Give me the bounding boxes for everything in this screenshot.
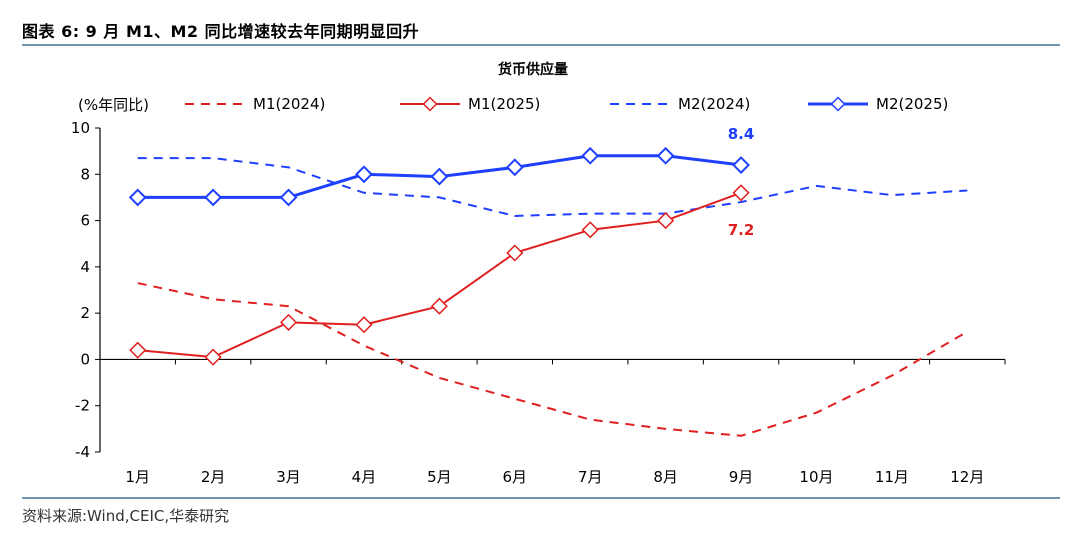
x-tick-label: 5月 bbox=[427, 468, 452, 486]
data-point bbox=[355, 165, 373, 184]
data-point bbox=[506, 244, 524, 262]
y-tick-label: 8 bbox=[80, 165, 90, 183]
data-point bbox=[204, 188, 223, 207]
legend-item: M1(2024) bbox=[185, 95, 325, 113]
data-point bbox=[430, 167, 449, 186]
data-point bbox=[732, 156, 750, 174]
annotation-layer: 8.4 7.2 bbox=[728, 125, 755, 239]
legend-marker bbox=[830, 96, 846, 112]
x-tick-label: 7月 bbox=[578, 468, 603, 486]
x-tick-label: 2月 bbox=[201, 468, 226, 486]
legend-item: M2(2024) bbox=[610, 95, 750, 113]
x-tick-label: 10月 bbox=[799, 468, 833, 486]
data-point bbox=[581, 146, 600, 165]
source-rule bbox=[22, 497, 1060, 499]
axes: -4 -2 0 2 4 6 8 10 1月 2月 3月 4月 5月 6月 7月 8月 9月 10月 11月 12月 bbox=[71, 119, 1006, 486]
x-tick-label: 3月 bbox=[276, 468, 301, 486]
y-tick-label: -2 bbox=[75, 397, 90, 415]
y-tick-label: 0 bbox=[80, 350, 90, 368]
series-line bbox=[137, 282, 968, 437]
data-point bbox=[355, 316, 373, 334]
series-m22024 bbox=[137, 157, 968, 217]
data-point bbox=[505, 158, 524, 177]
series-layer bbox=[128, 146, 968, 437]
x-tick-label: 1月 bbox=[125, 468, 150, 486]
data-point bbox=[657, 212, 675, 230]
data-point bbox=[732, 184, 750, 202]
data-point bbox=[129, 341, 147, 359]
data-point bbox=[204, 348, 222, 366]
series-m12024 bbox=[137, 282, 968, 437]
legend-item: M1(2025) bbox=[400, 95, 540, 113]
x-tick-label: 6月 bbox=[503, 468, 528, 486]
legend: M1(2024) M1(2025) M2(2024) M2(2025) bbox=[185, 95, 948, 113]
series-m22025 bbox=[128, 146, 750, 207]
y-tick-label: -4 bbox=[75, 443, 90, 461]
y-tick-label: 2 bbox=[80, 304, 90, 322]
x-tick-label: 11月 bbox=[875, 468, 909, 486]
y-tick-label: 6 bbox=[80, 212, 90, 230]
data-point bbox=[581, 221, 599, 239]
series-line bbox=[137, 191, 742, 359]
legend-marker bbox=[422, 96, 438, 112]
data-point bbox=[656, 146, 675, 165]
x-tick-label: 8月 bbox=[653, 468, 678, 486]
data-point bbox=[128, 188, 147, 207]
data-point bbox=[279, 313, 298, 331]
legend-label: M1(2025) bbox=[468, 95, 540, 113]
source-note: 资料来源:Wind,CEIC,华泰研究 bbox=[22, 507, 230, 525]
data-point bbox=[279, 188, 298, 207]
legend-label: M2(2025) bbox=[876, 95, 948, 113]
legend-label: M1(2024) bbox=[253, 95, 325, 113]
series-line bbox=[137, 157, 968, 217]
x-tick-label: 12月 bbox=[950, 468, 984, 486]
y-tick-label: 4 bbox=[80, 258, 90, 276]
data-point bbox=[430, 297, 448, 315]
y-tick-label: 10 bbox=[71, 119, 90, 137]
legend-item: M2(2025) bbox=[808, 95, 948, 113]
x-tick-label: 4月 bbox=[352, 468, 377, 486]
data-label: 7.2 bbox=[728, 221, 755, 239]
legend-label: M2(2024) bbox=[678, 95, 750, 113]
title-rule bbox=[22, 44, 1060, 46]
y-unit-label: (%年同比) bbox=[78, 96, 149, 114]
x-tick-label: 9月 bbox=[729, 468, 754, 486]
figure-title: 图表 6: 9 月 M1、M2 同比增速较去年同期明显回升 bbox=[22, 22, 420, 41]
data-label: 8.4 bbox=[728, 125, 755, 143]
chart-title: 货币供应量 bbox=[497, 61, 568, 78]
series-m12025 bbox=[129, 184, 750, 366]
